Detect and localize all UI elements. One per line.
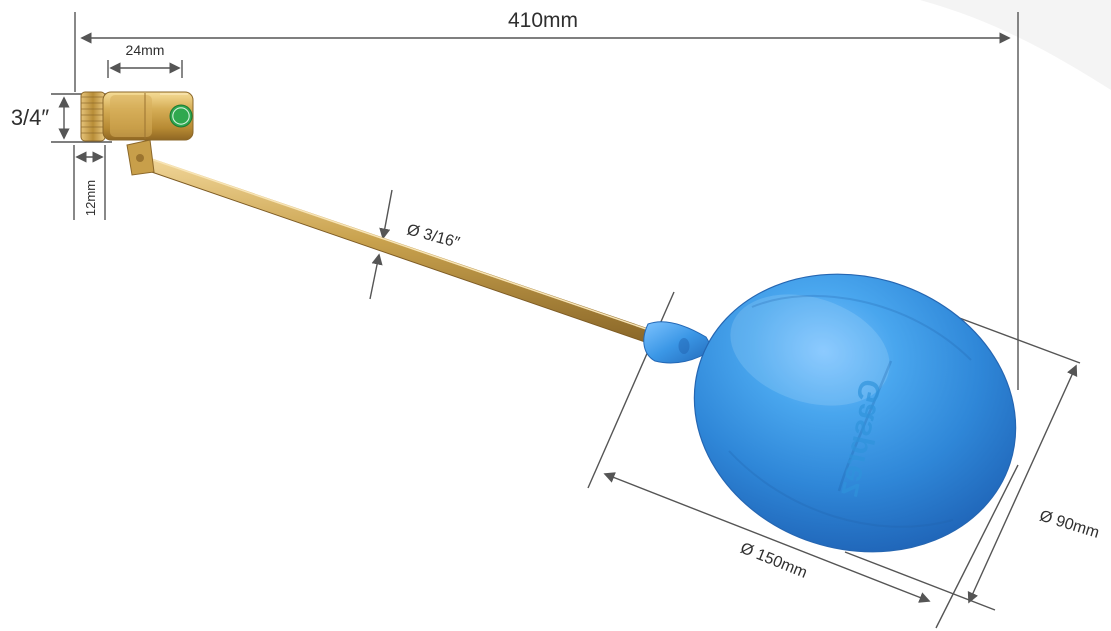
thread-size-label: 3/4″ [11, 105, 50, 130]
dimension-lines [51, 12, 1081, 629]
float-diameter-label: Ø 90mm [1037, 508, 1101, 542]
blue-float [643, 273, 1017, 553]
brass-fitting [80, 91, 194, 176]
brass-rod [139, 156, 653, 344]
fitting-length-label: 24mm [126, 42, 165, 58]
thread-section [80, 91, 106, 142]
rod-diameter-label: Ø 3/16″ [405, 221, 462, 251]
corner-swoosh [920, 0, 1111, 90]
fitting-logo-icon [169, 104, 193, 128]
total-length-label: 410mm [508, 9, 578, 32]
float-length-label: Ø 150mm [738, 540, 810, 582]
fitting-offset-label: 12mm [83, 180, 98, 216]
